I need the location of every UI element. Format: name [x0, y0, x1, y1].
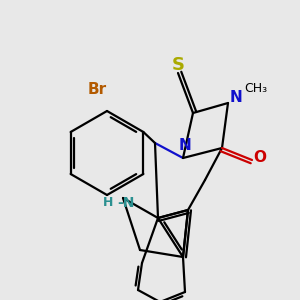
Text: N: N [178, 139, 191, 154]
Text: O: O [254, 151, 266, 166]
Text: CH₃: CH₃ [244, 82, 268, 95]
Text: -N: -N [117, 196, 135, 210]
Text: Br: Br [87, 82, 106, 97]
Text: H: H [103, 196, 113, 209]
Text: S: S [172, 56, 184, 74]
Text: N: N [230, 91, 242, 106]
